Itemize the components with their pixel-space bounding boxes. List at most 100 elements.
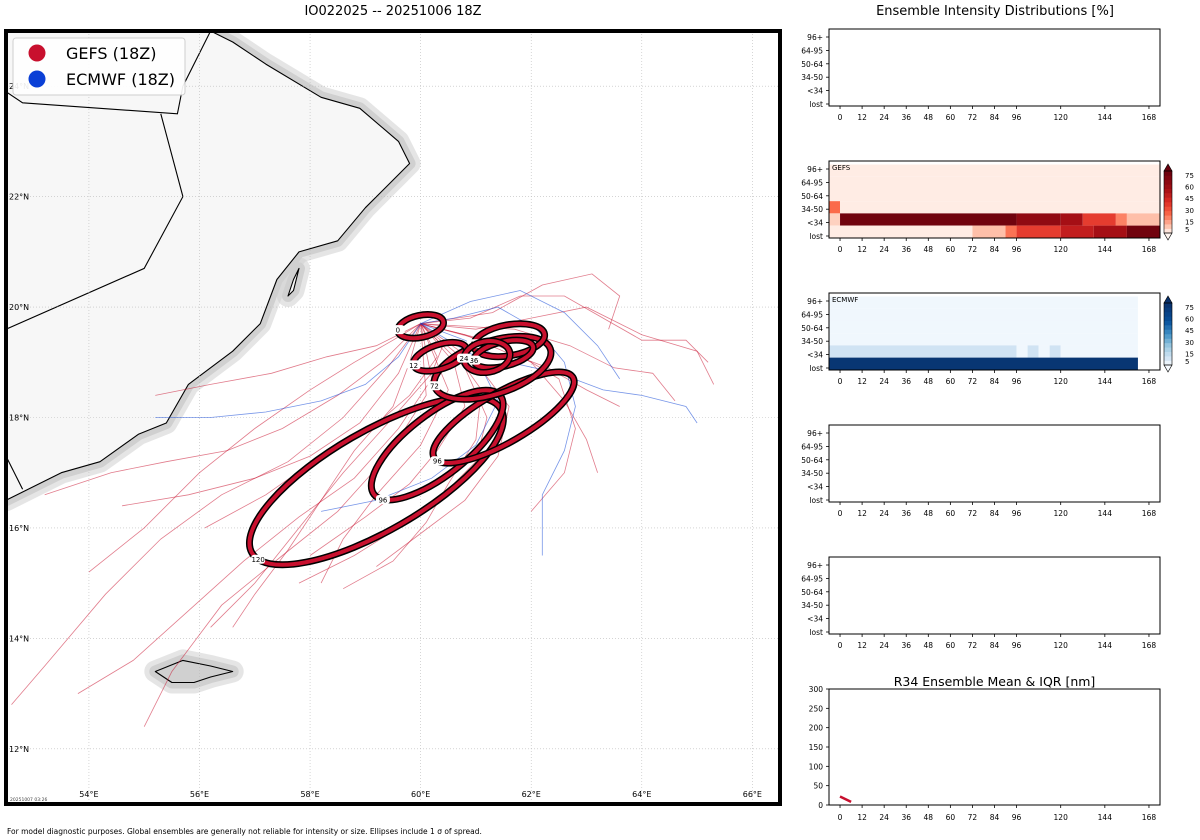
- heat-cell-lost: [972, 225, 1006, 238]
- r34-x-tick-label: 12: [857, 813, 867, 822]
- map-lat-label: 14°N: [9, 634, 29, 643]
- map-lon-label: 58°E: [300, 790, 319, 799]
- x-tick-label: 144: [1098, 641, 1113, 650]
- y-tick-label: <34: [807, 351, 823, 360]
- y-tick-label: 34-50: [801, 73, 823, 82]
- x-tick-label: 0: [838, 509, 843, 518]
- x-tick-label: 84: [990, 113, 1000, 122]
- y-tick-label: 64-95: [801, 442, 823, 451]
- x-tick-label: 96: [1012, 245, 1022, 254]
- heat-cell-3450: [829, 201, 841, 214]
- x-tick-label: 60: [946, 509, 956, 518]
- gefs-intensity-panel: 96+ 64-95 50-64 34-50 <34 lost 0 12 24 36 48 60 72 84…: [801, 160, 1194, 254]
- x-tick-label: 12: [857, 113, 867, 122]
- x-tick-label: 168: [1142, 377, 1157, 386]
- heat-cell-6495: [829, 176, 1160, 189]
- y-tick-label: 50-64: [801, 192, 823, 201]
- ellipse-label-bg: [427, 381, 442, 391]
- colorbar-cell: [1164, 338, 1172, 344]
- panel-frame: [828, 28, 1161, 107]
- x-tick-label: 168: [1142, 641, 1157, 650]
- r34-y-tick-label: 0: [818, 801, 823, 810]
- y-tick-label: 50-64: [801, 324, 823, 333]
- panels-title: Ensemble Intensity Distributions [%]: [876, 4, 1114, 19]
- heat-cell-lost: [1005, 225, 1017, 238]
- x-tick-label: 36: [901, 641, 911, 650]
- ellipse-label-bg: [390, 325, 405, 335]
- x-tick-label: 96: [1012, 641, 1022, 650]
- gefs-track: [298, 323, 488, 584]
- colorbar-cell: [1164, 188, 1172, 194]
- colorbar-frame: [1163, 302, 1173, 366]
- y-tick-label: lost: [809, 364, 823, 373]
- colorbar-cell: [1164, 175, 1172, 181]
- heat-cell-lost: [1016, 225, 1061, 238]
- heat-cell-34: [829, 345, 1017, 358]
- x-tick-label: 48: [924, 377, 934, 386]
- r34-y-tick-label: 250: [809, 704, 824, 713]
- map-lat-label: 12°N: [9, 745, 29, 754]
- y-tick-label: 64-95: [801, 310, 823, 319]
- x-tick-label: 48: [924, 113, 934, 122]
- x-tick-label: 120: [1054, 509, 1069, 518]
- ecmwf-intensity-panel: 96+ 64-95 50-64 34-50 <34 lost 0 12 24 36 48 60 72 84…: [801, 292, 1194, 386]
- x-tick-label: 84: [990, 509, 1000, 518]
- colorbar-cell: [1164, 219, 1172, 225]
- heat-cell-lost: [829, 225, 973, 238]
- colorbar-tick-label: 60: [1185, 316, 1194, 324]
- x-tick-label: 0: [838, 377, 843, 386]
- colorbar-cell: [1164, 311, 1172, 317]
- ellipse-label-bg: [375, 494, 390, 504]
- x-tick-label: 72: [968, 641, 978, 650]
- colorbar-frame: [1163, 170, 1173, 234]
- colorbar-cell: [1164, 224, 1172, 229]
- r34-y-tick-label: 150: [809, 743, 824, 752]
- map-lat-label: 20°N: [9, 303, 29, 312]
- r34-x-tick-label: 72: [968, 813, 978, 822]
- colorbar-cell: [1164, 193, 1172, 198]
- r34-mean-line: [839, 795, 852, 804]
- y-tick-label: 50-64: [801, 60, 823, 69]
- y-tick-label: <34: [807, 483, 823, 492]
- x-tick-label: 24: [879, 377, 889, 386]
- heat-cell-lost: [1126, 225, 1160, 238]
- r34-x-tick-label: 36: [901, 813, 911, 822]
- gefs-track: [88, 323, 421, 573]
- ellipse-label: 120: [251, 556, 264, 564]
- colorbar-tick-label: 30: [1185, 339, 1194, 347]
- x-tick-label: 0: [838, 245, 843, 254]
- r34-frame: [828, 688, 1161, 806]
- x-tick-label: 168: [1142, 245, 1157, 254]
- y-tick-label: 96+: [807, 33, 823, 42]
- x-tick-label: 24: [879, 509, 889, 518]
- gefs-track: [122, 323, 421, 507]
- x-tick-label: 24: [879, 113, 889, 122]
- y-tick-label: lost: [809, 628, 823, 637]
- x-tick-label: 36: [901, 377, 911, 386]
- r34-y-tick-label: 200: [809, 724, 824, 733]
- ellipse-label: 12: [409, 362, 418, 370]
- x-tick-label: 144: [1098, 377, 1113, 386]
- x-tick-label: 24: [879, 641, 889, 650]
- heat-cell-lost: [1093, 225, 1127, 238]
- colorbar-tick-label: 30: [1185, 207, 1194, 215]
- country-border: [6, 31, 212, 115]
- legend-box: [12, 37, 186, 96]
- intensity-panels: 96+ 64-95 50-64 34-50 <34 lost 0 12 24 36 48 60 72 84…: [801, 28, 1194, 822]
- r34-y-tick-label: 100: [809, 762, 824, 771]
- map-timestamp: 20251007 03:26: [10, 797, 47, 803]
- x-tick-label: 36: [901, 509, 911, 518]
- heat-cell-3450: [829, 333, 1138, 346]
- colorbar-cell: [1164, 206, 1172, 212]
- colorbar-cell: [1164, 210, 1172, 216]
- colorbar-cell: [1164, 171, 1172, 176]
- y-tick-label: lost: [809, 100, 823, 109]
- y-tick-label: lost: [809, 496, 823, 505]
- x-tick-label: 84: [990, 377, 1000, 386]
- colorbar-cell: [1164, 303, 1172, 308]
- x-tick-label: 12: [857, 641, 867, 650]
- r34-panel: R34 Ensemble Mean & IQR [nm] 0 50 100 150 200…: [809, 674, 1161, 822]
- heat-cell-34: [840, 213, 1017, 226]
